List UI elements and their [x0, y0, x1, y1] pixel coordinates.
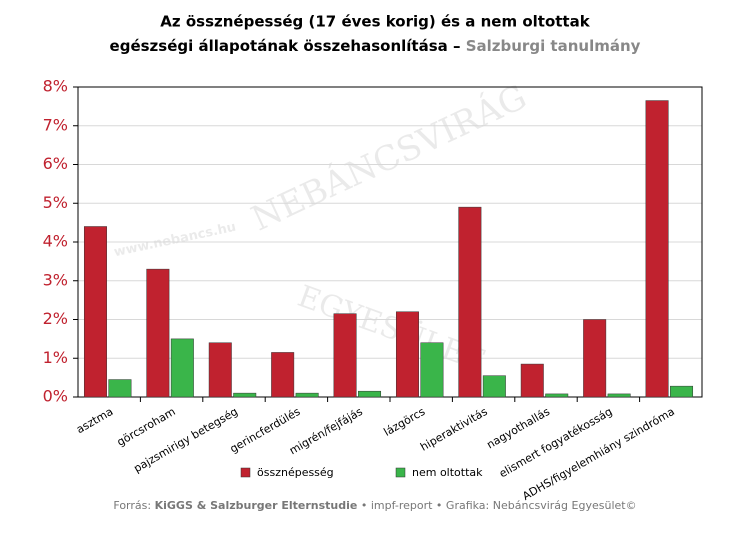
chart-title: Az össznépesség (17 éves korig) és a nem…	[160, 13, 590, 31]
bar	[482, 375, 506, 398]
legend-label: össznépesség	[257, 466, 334, 479]
chart-title: egészségi állapotának összehasonlítása –	[110, 37, 461, 55]
bar	[583, 319, 607, 398]
y-tick-label: 1%	[43, 348, 68, 367]
bar	[233, 392, 257, 398]
bar	[607, 393, 631, 398]
bar	[333, 313, 357, 398]
y-tick-label: 3%	[43, 270, 68, 289]
y-tick-label: 5%	[43, 193, 68, 212]
bar	[670, 385, 694, 398]
x-tick-label: asztma	[74, 405, 115, 436]
source-text: Forrás:	[113, 499, 151, 512]
bar	[295, 392, 319, 398]
watermark-text: NEBÁNCSVIRÁG	[245, 76, 533, 239]
bar	[395, 311, 419, 398]
bar	[271, 352, 295, 398]
legend-swatch	[240, 467, 251, 478]
y-tick-label: 6%	[43, 154, 68, 173]
y-tick-label: 2%	[43, 309, 68, 328]
legend-swatch	[395, 467, 406, 478]
bar	[420, 342, 444, 398]
y-tick-label: 8%	[43, 77, 68, 96]
y-tick-label: 7%	[43, 115, 68, 134]
bar	[545, 393, 569, 398]
bar	[108, 379, 132, 398]
bar	[645, 100, 669, 398]
bar	[83, 226, 107, 398]
legend-label: nem oltottak	[412, 466, 483, 479]
bar	[170, 338, 194, 398]
chart-title-highlight: Salzburgi tanulmány	[466, 37, 641, 55]
y-tick-label: 4%	[43, 232, 68, 251]
y-tick-label: 0%	[43, 387, 68, 406]
x-tick-label: elismert fogyatékosság	[497, 405, 615, 480]
source-text: • impf-report • Grafika: Nebáncsvirág Eg…	[361, 499, 637, 512]
watermark-text: www.nebancs.hu	[113, 220, 238, 261]
x-tick-label: hiperaktivitás	[418, 405, 490, 454]
source: Forrás: KiGGS & Salzburger Elternstudie …	[113, 499, 636, 512]
bar	[520, 363, 544, 398]
bar	[358, 390, 382, 398]
x-tick-label: pajzsmirigy betegség	[131, 405, 240, 475]
chart-title: egészségi állapotának összehasonlítása –…	[110, 37, 641, 55]
x-tick-label: lázgörcs	[382, 405, 428, 439]
source-text: KiGGS & Salzburger Elternstudie	[155, 499, 358, 512]
bar	[146, 268, 170, 398]
bar	[208, 342, 232, 398]
bar	[458, 206, 482, 398]
